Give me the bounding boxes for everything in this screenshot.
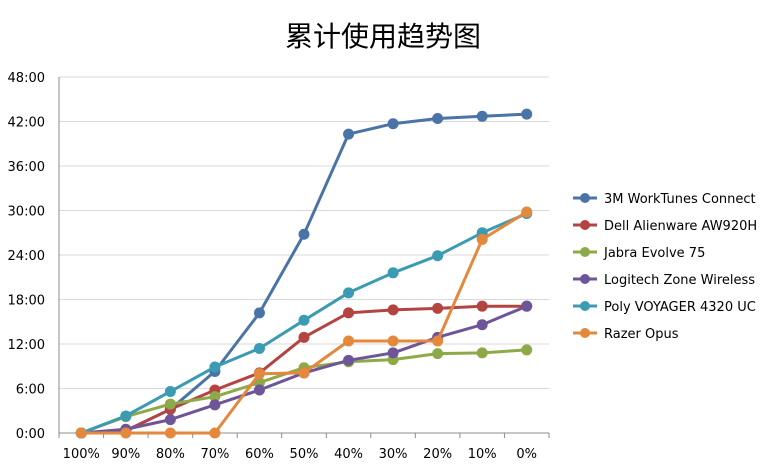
data-point [387, 267, 399, 279]
data-point [120, 410, 132, 422]
legend-entry: Poly VOYAGER 4320 UC [573, 300, 756, 315]
gridlines [59, 76, 549, 434]
data-point [476, 110, 488, 122]
data-point [521, 108, 533, 120]
x-tick-label: 60% [245, 447, 274, 462]
y-tick-label: 42:00 [8, 116, 45, 131]
x-tick-label: 40% [334, 447, 363, 462]
x-tick-label: 100% [63, 447, 100, 462]
x-tick-label: 10% [468, 447, 497, 462]
data-point [298, 331, 310, 343]
y-tick-label: 30:00 [8, 205, 45, 220]
y-tick-label: 18:00 [8, 294, 45, 309]
x-tick-label: 30% [379, 447, 408, 462]
data-point [432, 348, 444, 360]
legend-entry: Logitech Zone Wireless [573, 273, 755, 288]
series-lines [75, 108, 533, 439]
legend-label: Razer Opus [604, 327, 679, 342]
data-point [253, 342, 265, 354]
legend: 3M WorkTunes Connect Dell Alienware AW920… [573, 192, 757, 342]
y-tick-label: 48:00 [8, 71, 45, 86]
legend-label: 3M WorkTunes Connect [604, 192, 756, 207]
data-point [521, 344, 533, 356]
legend-entry: Jabra Evolve 75 [573, 246, 705, 261]
legend-entry: Razer Opus [573, 327, 679, 342]
data-point [343, 287, 355, 299]
data-point [343, 335, 355, 347]
legend-swatch-marker [580, 274, 590, 284]
legend-swatch-marker [580, 328, 590, 338]
legend-entry: 3M WorkTunes Connect [573, 192, 756, 207]
data-point [298, 228, 310, 240]
data-point [476, 347, 488, 359]
axes: 0:00 6:00 12:00 18:00 24:00 30:00 36:00 42:00 48… [8, 71, 550, 462]
data-point [476, 233, 488, 245]
y-tick-label: 6:00 [16, 383, 45, 398]
series-5 [75, 206, 533, 439]
data-point [164, 427, 176, 439]
data-point [387, 335, 399, 347]
data-point [253, 368, 265, 380]
legend-label: Jabra Evolve 75 [603, 246, 705, 261]
y-tick-label: 36:00 [8, 160, 45, 175]
data-point [209, 399, 221, 411]
data-point [432, 113, 444, 125]
x-tick-label: 80% [156, 447, 185, 462]
legend-swatch-marker [580, 193, 590, 203]
data-point [343, 354, 355, 366]
data-point [432, 335, 444, 347]
data-point [343, 128, 355, 140]
legend-entry: Dell Alienware AW920H [573, 219, 757, 234]
data-point [387, 304, 399, 316]
chart-title: 累计使用趋势图 [285, 20, 481, 53]
x-tick-label: 0% [516, 447, 537, 462]
legend-label: Poly VOYAGER 4320 UC [604, 300, 756, 315]
data-point [298, 314, 310, 326]
data-point [476, 319, 488, 331]
x-tick-label: 90% [111, 447, 140, 462]
data-point [343, 307, 355, 319]
legend-swatch-marker [580, 220, 590, 230]
legend-swatch-marker [580, 301, 590, 311]
series-0 [75, 108, 533, 439]
data-point [387, 347, 399, 359]
data-point [209, 361, 221, 373]
data-point [253, 307, 265, 319]
data-point [521, 300, 533, 312]
legend-swatch-marker [580, 247, 590, 257]
series-4 [75, 207, 533, 439]
data-point [253, 384, 265, 396]
y-tick-label: 24:00 [8, 249, 45, 264]
x-tick-label: 70% [200, 447, 229, 462]
data-point [521, 206, 533, 218]
x-tick-label: 20% [423, 447, 452, 462]
legend-label: Logitech Zone Wireless [604, 273, 755, 288]
data-point [387, 118, 399, 130]
data-point [75, 427, 87, 439]
data-point [432, 302, 444, 314]
x-tick-label: 50% [290, 447, 319, 462]
data-point [298, 367, 310, 379]
data-point [120, 427, 132, 439]
data-point [209, 427, 221, 439]
series-line [81, 112, 527, 435]
data-point [164, 414, 176, 426]
data-point [476, 300, 488, 312]
data-point [209, 391, 221, 403]
data-point [164, 398, 176, 410]
y-tick-label: 0:00 [16, 427, 45, 442]
legend-label: Dell Alienware AW920H [604, 219, 757, 234]
data-point [432, 250, 444, 262]
y-tick-label: 12:00 [8, 338, 45, 353]
data-point [164, 385, 176, 397]
